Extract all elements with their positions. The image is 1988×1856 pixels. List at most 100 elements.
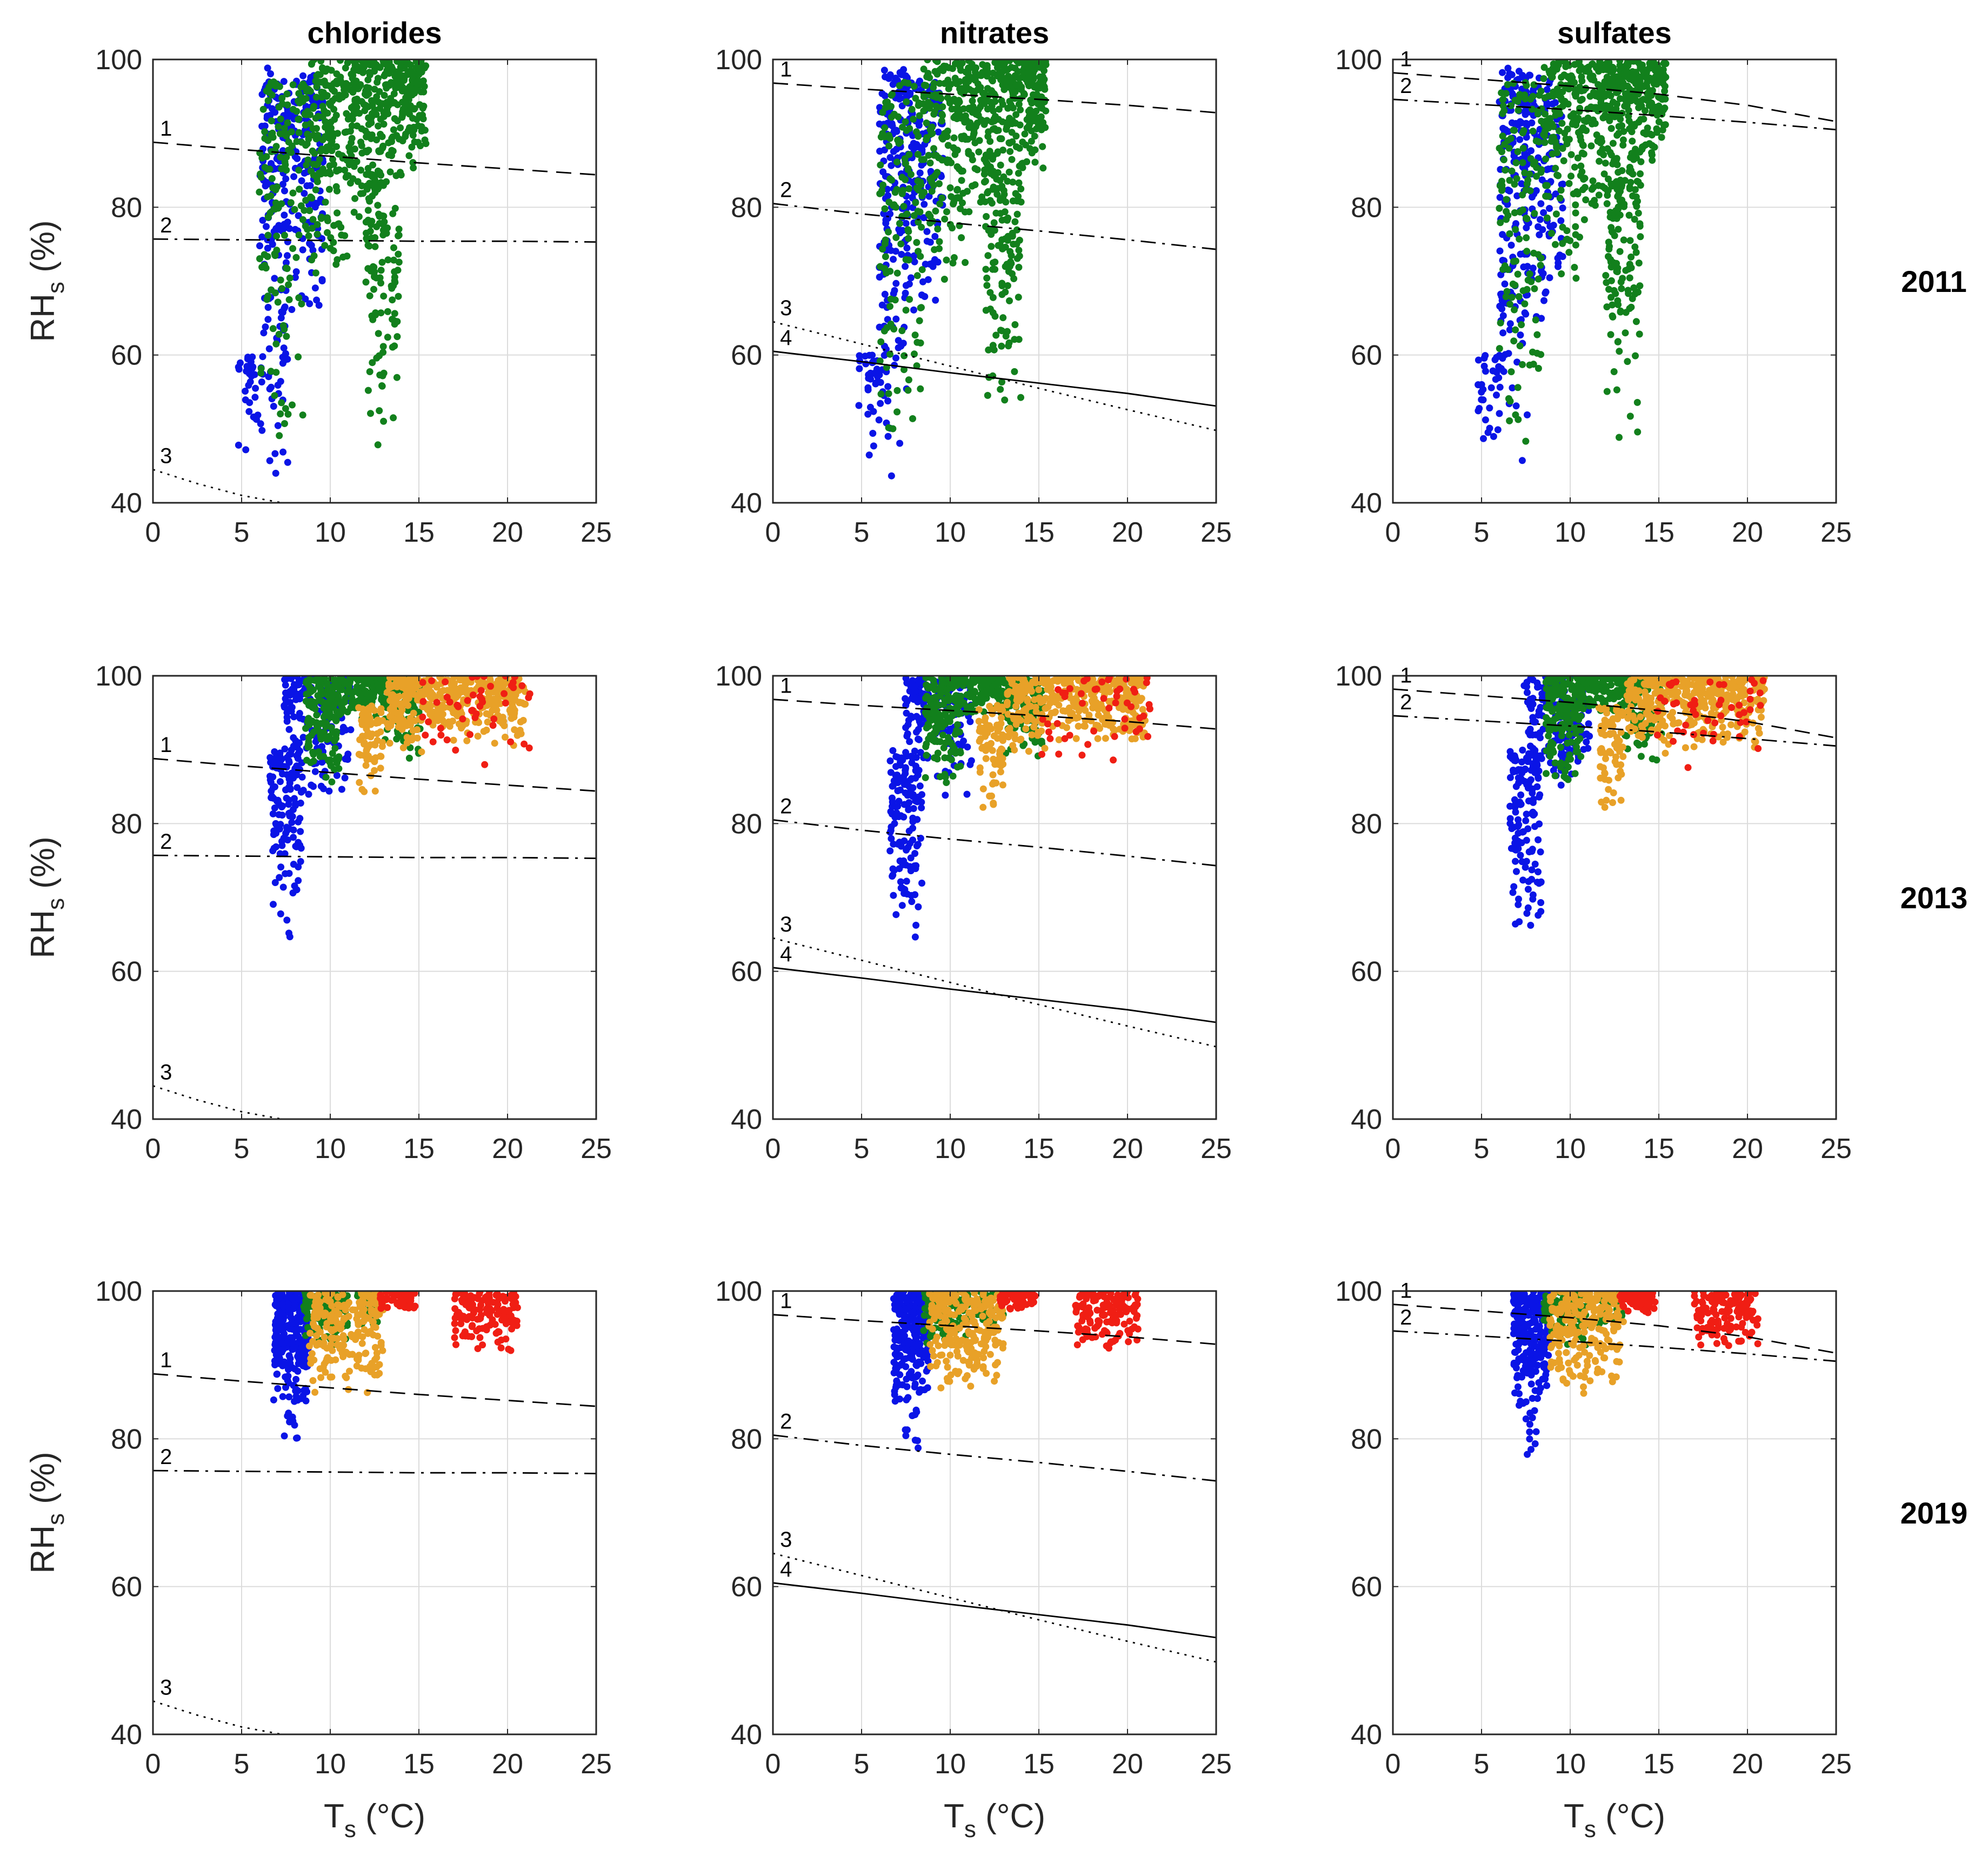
- scatter-point-green: [284, 410, 292, 418]
- scatter-point-red: [510, 684, 517, 691]
- scatter-point-green: [950, 200, 957, 208]
- scatter-point-green: [365, 121, 372, 128]
- scatter-point-green: [997, 195, 1004, 202]
- scatter-point-red: [508, 1319, 515, 1326]
- scatter-point-green: [391, 321, 398, 328]
- scatter-point-green: [345, 59, 353, 64]
- scatter-point-green: [1005, 139, 1013, 147]
- scatter-point-green: [969, 106, 977, 114]
- scatter-point-blue: [907, 854, 915, 862]
- scatter-point-green: [882, 253, 889, 261]
- scatter-point-orange: [457, 688, 465, 696]
- scatter-point-red: [451, 1305, 459, 1313]
- scatter-point-blue: [339, 723, 347, 731]
- scatter-point-blue: [879, 168, 887, 176]
- scatter-point-blue: [917, 749, 924, 756]
- scatter-point-blue: [258, 427, 266, 434]
- scatter-point-green: [906, 125, 913, 132]
- scatter-point-blue: [265, 345, 273, 352]
- scatter-point-blue: [292, 1375, 300, 1383]
- scatter-point-green: [886, 135, 893, 142]
- scatter-point-orange: [405, 695, 412, 702]
- scatter-point-red: [451, 1334, 458, 1341]
- scatter-point-green: [893, 158, 900, 166]
- scatter-point-blue: [892, 911, 900, 919]
- scatter-points: [270, 1291, 521, 1442]
- scatter-point-green: [913, 128, 920, 136]
- scatter-point-blue: [275, 222, 283, 229]
- scatter-point-blue: [893, 771, 901, 779]
- scatter-point-green: [393, 374, 401, 381]
- y-tick-label: 60: [111, 340, 142, 371]
- scatter-point-orange: [371, 741, 379, 749]
- scatter-point-blue: [923, 228, 931, 235]
- scatter-point-blue: [890, 290, 897, 297]
- scatter-point-green: [332, 735, 339, 742]
- scatter-point-green: [395, 292, 402, 300]
- scatter-point-blue: [271, 109, 279, 116]
- scatter-point-green: [991, 98, 999, 105]
- scatter-point-green: [930, 84, 937, 91]
- scatter-point-blue: [898, 902, 906, 909]
- scatter-point-orange: [313, 1294, 321, 1302]
- scatter-point-red: [508, 1325, 516, 1333]
- scatter-point-blue: [290, 173, 298, 181]
- plot-area: [153, 676, 596, 1119]
- scatter-point-green: [952, 76, 959, 83]
- scatter-point-blue: [296, 710, 303, 717]
- scatter-point-orange: [316, 1365, 324, 1373]
- scatter-point-orange: [309, 1377, 317, 1385]
- scatter-point-green: [372, 676, 380, 681]
- scatter-point-green: [952, 727, 960, 734]
- scatter-point-blue: [891, 814, 899, 821]
- scatter-point-green: [411, 138, 418, 145]
- scatter-point-green: [331, 744, 339, 752]
- scatter-point-blue: [896, 94, 903, 101]
- scatter-point-green: [261, 251, 268, 258]
- scatter-point-green: [896, 219, 903, 227]
- scatter-point-orange: [358, 1365, 365, 1372]
- scatter-point-blue: [235, 441, 242, 449]
- scatter-point-red: [422, 731, 429, 739]
- scatter-point-green: [1001, 396, 1009, 404]
- scatter-point-green: [267, 368, 275, 375]
- scatter-point-blue: [254, 411, 262, 419]
- scatter-point-red: [378, 1294, 385, 1301]
- scatter-point-green: [257, 365, 265, 372]
- scatter-point-blue: [341, 774, 349, 782]
- scatter-point-green: [886, 175, 894, 183]
- scatter-point-green: [370, 285, 377, 293]
- scatter-point-green: [932, 59, 939, 64]
- scatter-point-red: [469, 676, 476, 681]
- scatter-point-blue: [926, 238, 934, 246]
- scatter-point-blue: [275, 811, 283, 819]
- scatter-point-green: [257, 174, 265, 181]
- axes-frame: [152, 58, 597, 504]
- scatter-point-green: [310, 757, 317, 765]
- scatter-point-blue: [310, 783, 317, 790]
- scatter-point-green: [379, 343, 387, 350]
- scatter-point-green: [885, 390, 892, 397]
- scatter-point-green: [1013, 226, 1020, 234]
- scatter-point-green: [1002, 235, 1009, 243]
- scatter-point-green: [364, 387, 372, 394]
- scatter-point-blue: [912, 754, 920, 761]
- scatter-point-blue: [865, 371, 872, 378]
- scatter-point-blue: [279, 1393, 286, 1400]
- scatter-point-green: [407, 66, 415, 74]
- scatter-point-green: [928, 716, 935, 724]
- scatter-point-green: [310, 104, 317, 112]
- scatter-point-orange: [410, 709, 417, 717]
- axes-frame: [772, 58, 1217, 504]
- scatter-point-orange: [329, 1347, 336, 1354]
- scatter-point-green: [942, 739, 949, 747]
- scatter-point-green: [995, 242, 1002, 249]
- scatter-point-orange: [322, 1291, 329, 1297]
- x-tick-label: 5: [854, 517, 870, 548]
- scatter-point-green: [985, 227, 992, 234]
- scatter-point-green: [954, 763, 961, 771]
- scatter-point-green: [279, 100, 286, 108]
- scatter-point-green: [334, 683, 342, 690]
